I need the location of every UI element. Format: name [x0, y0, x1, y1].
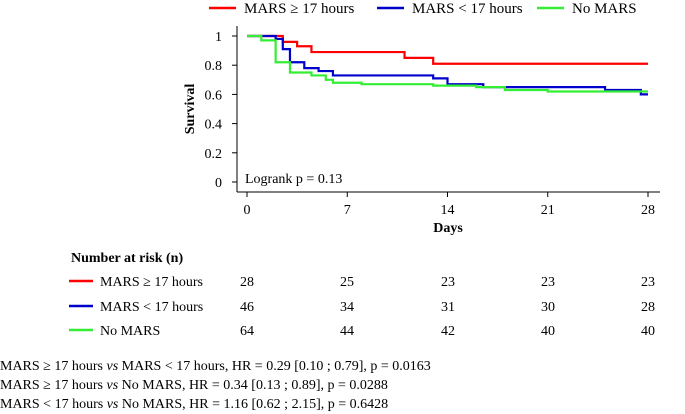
risk-value: 40 — [541, 324, 555, 339]
chart-legend: MARS ≥ 17 hours MARS < 17 hours No MARS — [209, 1, 637, 17]
hr-vs: vs — [106, 378, 118, 393]
legend-label: MARS < 17 hours — [412, 1, 523, 17]
y-tick-label: 0.8 — [205, 59, 223, 74]
survival-curve-3 — [247, 34, 648, 93]
survival-curve-2 — [247, 34, 648, 96]
x-tick-label: 0 — [244, 203, 251, 218]
risk-value: 23 — [541, 275, 555, 290]
y-tick-label: 0.6 — [205, 88, 223, 103]
y-axis-title: Survival — [183, 84, 198, 135]
x-tick-label: 28 — [641, 203, 655, 218]
survival-curve-1 — [247, 34, 648, 65]
hr-comparison-line: MARS ≥ 17 hours vs No MARS, HR = 0.34 [0… — [0, 378, 388, 393]
risk-table: MARS ≥ 17 hours 28 25 23 23 23 MARS < 17 hours… — [69, 275, 655, 339]
risk-row-label: MARS < 17 hours — [100, 300, 203, 315]
hazard-ratio-comparisons: MARS ≥ 17 hours vs MARS < 17 hours, HR =… — [0, 359, 431, 412]
y-tick-label: 0 — [215, 176, 222, 191]
risk-value: 30 — [541, 300, 555, 315]
y-tick-label: 0.4 — [205, 118, 223, 133]
logrank-annotation: Logrank p = 0.13 — [245, 172, 342, 187]
risk-value: 64 — [240, 324, 254, 339]
risk-value: 23 — [641, 275, 655, 290]
risk-value: 46 — [240, 300, 254, 315]
risk-row-label: No MARS — [100, 324, 160, 339]
risk-table-title: Number at risk (n) — [71, 251, 183, 266]
x-ticks: 0 7 14 21 28 — [244, 192, 655, 218]
hr-comparison-line: MARS < 17 hours vs No MARS, HR = 1.16 [0… — [0, 397, 388, 412]
hr-group-b-stats: No MARS, HR = 1.16 [0.62 ; 2.15], p = 0.… — [118, 397, 388, 412]
hr-vs: vs — [107, 397, 119, 412]
chart-axes: 0 0.2 0.4 0.6 0.8 1 0 7 14 21 28 Survival Days — [183, 26, 660, 236]
risk-value: 25 — [340, 275, 354, 290]
hr-group-a: MARS < 17 hours — [0, 397, 107, 412]
hr-group-a: MARS ≥ 17 hours — [0, 359, 106, 374]
risk-row-label: MARS ≥ 17 hours — [100, 275, 203, 290]
legend-label: MARS ≥ 17 hours — [244, 1, 354, 17]
y-ticks: 0 0.2 0.4 0.6 0.8 1 — [205, 30, 237, 191]
y-tick-label: 0.2 — [205, 147, 223, 162]
hr-group-b-stats: MARS < 17 hours, HR = 0.29 [0.10 ; 0.79]… — [118, 359, 431, 374]
hr-vs: vs — [106, 359, 118, 374]
hr-group-a: MARS ≥ 17 hours — [0, 378, 106, 393]
risk-value: 40 — [641, 324, 655, 339]
y-tick-label: 1 — [215, 30, 222, 45]
risk-value: 28 — [641, 300, 655, 315]
risk-value: 23 — [441, 275, 455, 290]
hr-group-b-stats: No MARS, HR = 0.34 [0.13 ; 0.89], p = 0.… — [118, 378, 388, 393]
risk-value: 44 — [340, 324, 354, 339]
legend-label: No MARS — [572, 1, 637, 17]
risk-value: 42 — [441, 324, 455, 339]
risk-value: 28 — [240, 275, 254, 290]
x-tick-label: 21 — [541, 203, 555, 218]
survival-curves — [247, 34, 648, 96]
x-axis-title: Days — [433, 221, 463, 236]
x-tick-label: 7 — [344, 203, 351, 218]
hr-comparison-line: MARS ≥ 17 hours vs MARS < 17 hours, HR =… — [0, 359, 431, 374]
risk-value: 31 — [441, 300, 455, 315]
risk-value: 34 — [340, 300, 354, 315]
x-tick-label: 14 — [441, 203, 455, 218]
